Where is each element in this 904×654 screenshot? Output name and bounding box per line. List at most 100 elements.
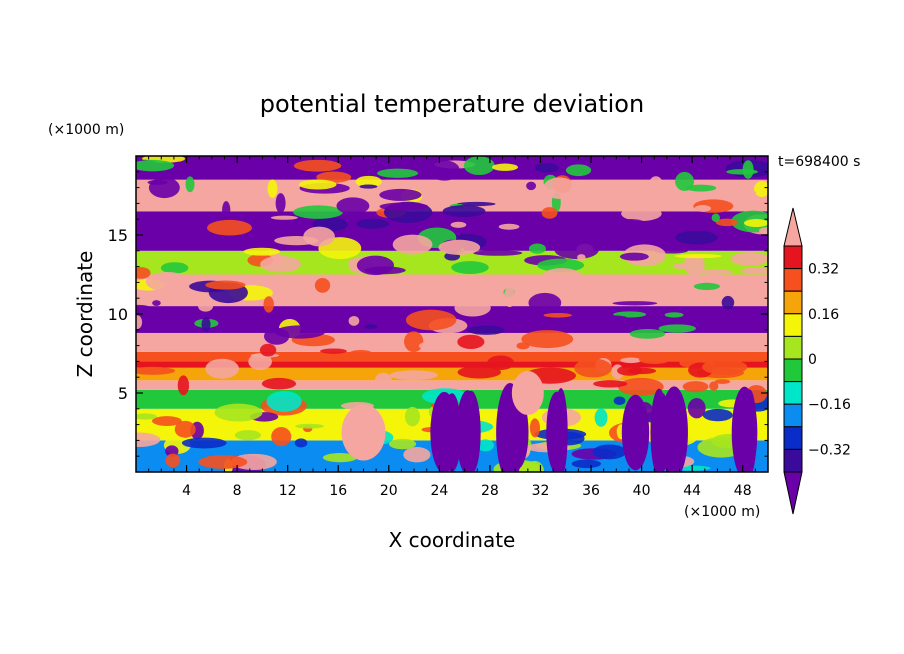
field-patch [612,301,658,306]
x-axis: 4 8 12 16 20 24 28 32 36 40 44 48 [148,156,756,499]
colorbar-segment [783,448,803,473]
field-patch [754,180,768,197]
field-patch [263,296,274,313]
field-patch [364,266,406,275]
field-patch [574,358,613,378]
field-patch [694,205,711,212]
field-patch [136,432,161,447]
field-patch [685,184,717,192]
field-patch [619,252,649,261]
field-patch [165,453,181,468]
field-band [136,361,768,368]
field-band [136,380,768,390]
colorbar-segment [783,290,803,315]
field-patch [261,377,297,390]
field-patch [355,175,382,188]
field-patch [266,390,302,412]
field-patch [456,201,496,207]
field-patch [473,250,523,256]
field-patch [498,279,521,289]
field-patch [374,372,393,388]
field-patch [759,227,768,235]
x-unit-label: (×1000 m) [684,504,760,520]
field-patch [201,317,211,332]
field-patch [599,193,629,201]
field-patch [711,213,720,222]
field-patch [688,314,715,330]
field-patch [274,325,326,339]
field-plume [341,404,386,461]
y-tick-label: 15 [108,226,128,245]
colorbar-tick-label: 0.16 [808,307,839,323]
field-patch [571,459,602,469]
field-patch [525,460,544,472]
field-plume [650,388,668,472]
field-patch [702,359,748,375]
field-patch [505,195,514,205]
field-patch [271,427,292,447]
field-patch [388,438,417,450]
field-patch [177,375,190,396]
colorbar: 0.32 0.16 0 −0.16 −0.32 [783,207,851,515]
field-plume [511,371,544,415]
field-patch [702,408,733,422]
field-patch [438,239,481,255]
field-patch [214,403,263,422]
field-patch [649,176,663,191]
field-patch [234,430,262,441]
field-patch [174,420,196,438]
field-patch [205,280,246,290]
field-patch [615,219,646,228]
field-patch [737,189,757,196]
field-patch [450,221,467,228]
field-patch [250,157,287,172]
colorbar-segment [783,335,803,360]
field-patch [356,218,390,229]
x-tick-label: 28 [481,483,499,499]
field-patch [160,262,189,274]
field-patch [198,455,248,469]
field-patch [336,197,370,215]
y-tick-label: 10 [108,305,128,324]
field-patch [537,258,585,273]
colorbar-tick-label: 0 [808,352,817,368]
field-patch [541,268,582,285]
field-patch [136,315,143,330]
x-tick-label: 4 [182,483,191,499]
field-patch [377,168,419,178]
colorbar-tick-label: −0.32 [808,442,851,458]
field-patch [136,159,175,172]
field-patch [243,247,281,256]
y-axis-label: Z coordinate [73,251,97,378]
field-patch [693,282,721,291]
field-patch [593,380,628,388]
field-patch [654,345,671,350]
field-patch [303,226,335,247]
field-patch [543,312,572,318]
field-patch [392,234,433,255]
field-patch [348,315,360,326]
field-patch [715,218,739,227]
field-patch [565,164,592,177]
time-label: t=698400 s [778,154,860,170]
field-patch [185,176,195,193]
colorbar-segment [783,381,803,405]
field-patch [151,416,182,426]
field-patch [454,298,491,317]
field-patch [389,370,438,380]
x-tick-label: 20 [380,483,398,499]
field-patch [664,312,684,318]
field-patch [145,271,190,292]
field-plume [742,389,757,472]
field-patch [741,267,768,274]
field-patch [521,330,574,349]
field-patch [675,171,695,191]
field-patch [487,355,515,371]
field-patch [260,256,301,273]
field-patch [188,381,207,388]
field-patch [463,156,495,176]
y-axis: 5 10 15 [108,171,768,457]
field-patch [620,357,642,364]
field-patch [267,179,278,198]
field-patch [403,447,431,463]
